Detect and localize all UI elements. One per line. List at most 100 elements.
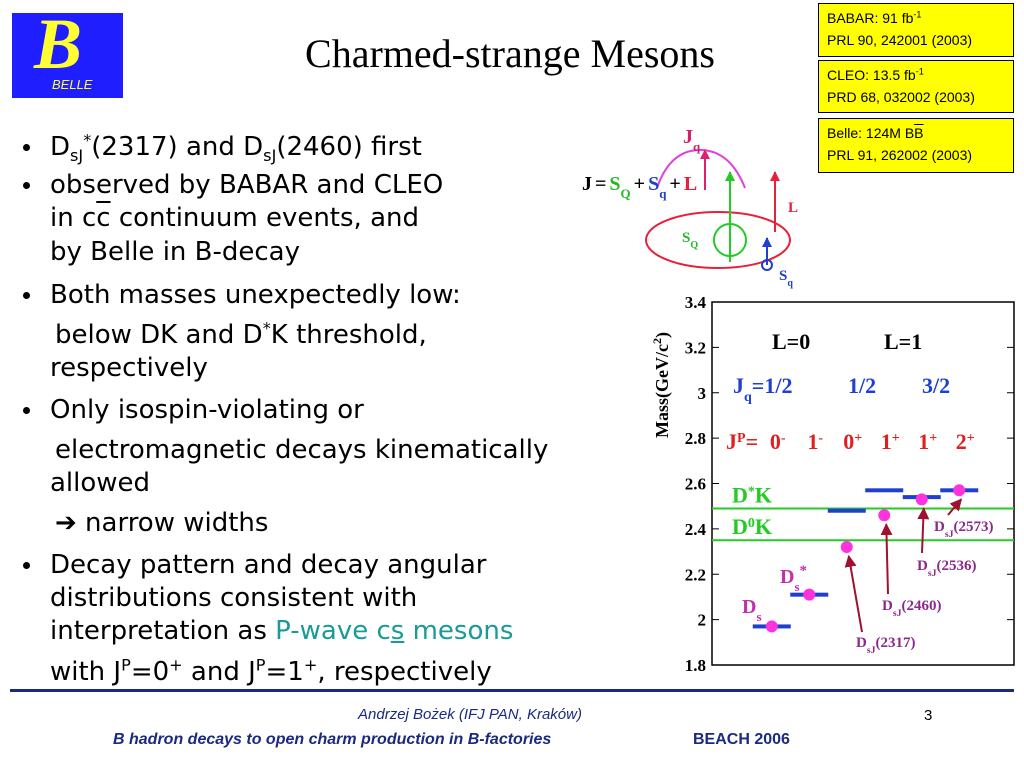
header-l0: L=0 (772, 329, 810, 354)
threshold-label: D0K (732, 514, 772, 539)
plot-frame (711, 301, 1015, 666)
text-part: (2317) and D (91, 132, 264, 162)
bullet-line: allowed (50, 468, 151, 498)
text-part: interpretation as (50, 616, 276, 646)
text-part: s (390, 616, 405, 646)
label-part: * (800, 563, 808, 579)
bullet-line: Decay pattern and decay angular (50, 550, 487, 580)
y-tick-label: 2.4 (685, 520, 707, 539)
text-part: P-wave c (275, 616, 391, 646)
logo-letter: B (34, 4, 83, 84)
label-arrow (947, 498, 963, 516)
footer-conference: BEACH 2006 (693, 731, 790, 748)
y-axis-label: Mass(GeV/c2) (650, 332, 673, 438)
y-tick-label: 2.8 (685, 429, 706, 448)
label-part: - (818, 431, 823, 446)
y-tick-label: 2.2 (685, 565, 706, 584)
text-part: K threshold, (270, 320, 427, 350)
label-part: + (929, 431, 937, 446)
text-part: = (595, 173, 606, 195)
logo-name: BELLE (52, 77, 93, 92)
state-label: Ds (742, 596, 762, 624)
label-part: 0 (843, 429, 854, 454)
text-part: Q (690, 240, 698, 251)
state-marker (765, 620, 778, 633)
logo: B BELLE (12, 4, 123, 98)
header-jq: 1/2 (848, 373, 876, 398)
text-part: P (255, 655, 266, 675)
text-part: + (169, 655, 183, 675)
text-part: * (262, 318, 271, 338)
label-part: (2460) (902, 598, 942, 614)
label-part: * (748, 484, 755, 499)
ref-text: CLEO: 13.5 fb (827, 67, 916, 83)
category-label: 2+ (956, 429, 975, 454)
ref-line: PRL 90, 242001 (2003) (827, 32, 973, 48)
text-part: Q (621, 186, 631, 201)
bullet-line: with JP=0+ and JP=1+, respectively (50, 656, 492, 688)
ref-line: PRL 91, 262002 (2003) (827, 147, 973, 163)
text-part: J (726, 429, 737, 454)
text-part: =1/2 (752, 373, 793, 398)
text-part: P (121, 655, 131, 675)
y-tick-label: 1.8 (685, 656, 706, 675)
text-part: J (683, 126, 693, 148)
text-part: J (582, 173, 592, 195)
ref-text: BABAR: 91 fb (827, 10, 914, 26)
reference: BABAR: 91 fb-1 PRL 90, 242001 (2003) (818, 3, 1014, 57)
label-part: 0 (770, 429, 781, 454)
label-part: D (742, 596, 756, 618)
text-part: sJ (70, 146, 84, 166)
category-label: 0+ (843, 429, 862, 454)
category-label: 1+ (881, 429, 900, 454)
text-part: c (96, 203, 111, 233)
level-bar (865, 488, 904, 493)
bullet-line: ➔ narrow widths (55, 508, 269, 538)
text-part: =1 (265, 657, 304, 687)
text-part: mesons (404, 616, 514, 646)
text-part: q (744, 390, 752, 405)
bullet-line: Only isospin-violating or (50, 395, 364, 425)
text-part: J (733, 373, 744, 398)
bullet-line: electromagnetic decays kinematically (55, 435, 549, 465)
label-arrow (880, 523, 893, 595)
text-part: D (50, 132, 71, 162)
state-marker (915, 493, 928, 506)
state-marker (953, 484, 966, 497)
text-part: below DK and D (55, 320, 263, 350)
bullet-line: distributions consistent with (50, 583, 418, 613)
text-part: 2 (650, 338, 664, 344)
label-part: K (755, 514, 772, 539)
text-part: + (303, 655, 318, 675)
label-part: (2317) (876, 635, 916, 651)
state-label: DsJ(2317) (856, 635, 916, 656)
page-number: 3 (924, 707, 933, 724)
bullet-dot (23, 144, 30, 151)
y-tick-label: 2.6 (685, 475, 706, 494)
label-part: sJ (945, 529, 954, 540)
text-part: =0 (130, 657, 170, 687)
label-part: 0 (748, 516, 755, 531)
level-bar (902, 495, 941, 500)
text-part: sJ (263, 146, 277, 166)
text-part: ) (652, 332, 673, 338)
y-tick-label: 3.2 (685, 338, 706, 357)
state-marker (803, 588, 816, 601)
label-part: + (854, 431, 862, 446)
bullet-line: DsJ*(2317) and DsJ(2460) first (50, 131, 422, 166)
sq-label: Sq (779, 268, 793, 289)
footer-rule (10, 689, 1014, 692)
label-part: K (755, 482, 772, 507)
reference: CLEO: 13.5 fb-1 PRD 68, 032002 (2003) (818, 60, 1014, 113)
jq-label: Jq (683, 126, 701, 154)
label-part: 1 (807, 429, 818, 454)
label-part: sJ (928, 568, 937, 579)
ref-sup: -1 (913, 9, 922, 20)
label-arrow (844, 554, 863, 633)
text-part: with J (50, 657, 122, 687)
state-label: DsJ(2573) (934, 519, 994, 540)
state-label: DsJ(2460) (882, 598, 942, 619)
state-marker (840, 541, 853, 554)
label-part: + (967, 431, 975, 446)
